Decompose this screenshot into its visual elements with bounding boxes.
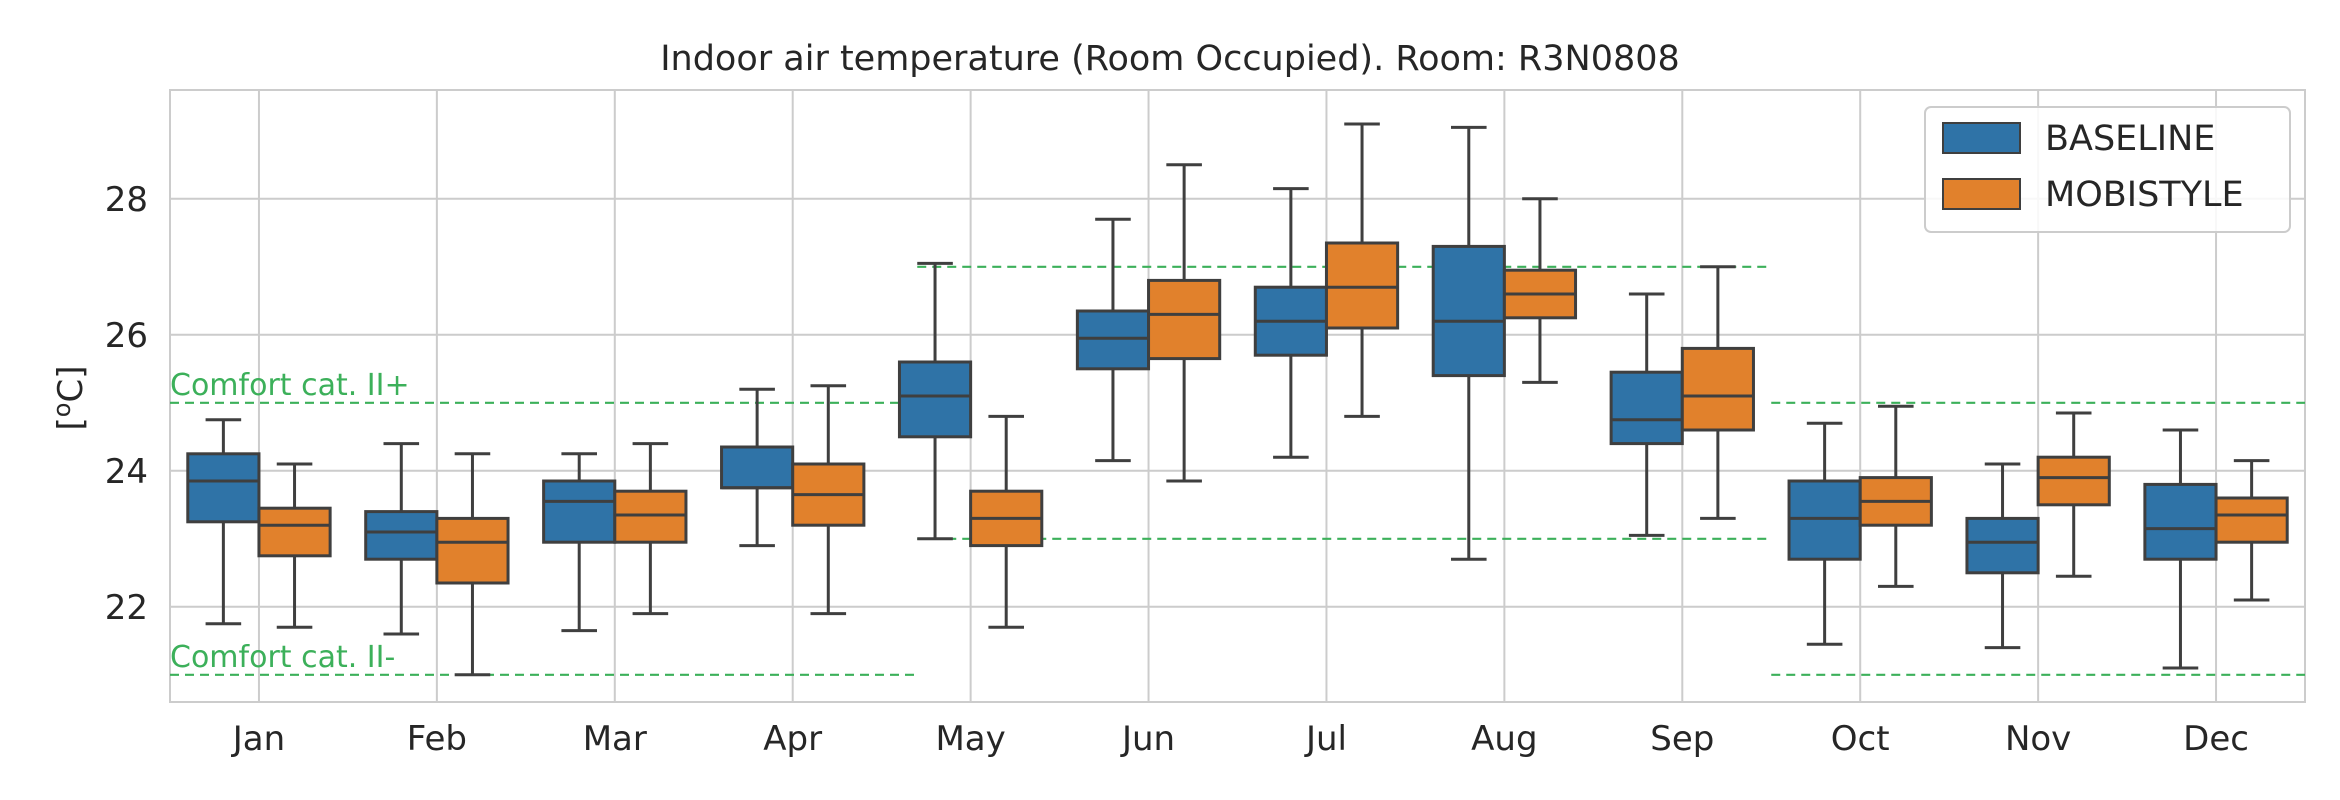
box-baseline-apr (720, 387, 795, 548)
box-iqr (435, 516, 510, 585)
box-iqr (2036, 455, 2111, 507)
box-iqr (186, 452, 261, 524)
comfort-upper-label: Comfort cat. II+ (170, 368, 410, 403)
box-mobistyle-sep (1680, 265, 1755, 520)
box-iqr (1075, 309, 1151, 371)
box-mobistyle-apr (791, 384, 866, 616)
y-tick-label: 28 (105, 180, 148, 220)
box-mobistyle-aug (1502, 197, 1578, 384)
x-tick-label: Oct (1831, 719, 1890, 759)
legend-label-baseline: BASELINE (2045, 119, 2215, 159)
box-iqr (2214, 496, 2289, 544)
x-tick-label: Jun (1120, 719, 1175, 759)
box-iqr (257, 506, 332, 558)
box-baseline-jul (1253, 187, 1328, 459)
box-baseline-mar (542, 452, 617, 633)
box-iqr (897, 360, 973, 439)
box-mobistyle-may (969, 414, 1044, 629)
comfort-lower-label: Comfort cat. II- (170, 640, 395, 675)
x-tick-label: Aug (1471, 719, 1537, 759)
legend-swatch-baseline (1942, 122, 2021, 154)
legend: BASELINE MOBISTYLE (1924, 106, 2291, 233)
comfort-lines: Comfort cat. II+ Comfort cat. II- (170, 265, 2305, 676)
box-mobistyle-jun (1147, 163, 1222, 483)
x-tick-label: Jan (231, 719, 285, 759)
chart-title: Indoor air temperature (Room Occupied). … (660, 39, 1680, 79)
box-iqr (364, 510, 439, 561)
box-iqr (1965, 516, 2040, 575)
y-tick-label: 22 (105, 588, 148, 628)
box-baseline-aug (1431, 125, 1506, 561)
axes: 22 24 26 28 Jan Feb Mar Apr May Jun Jul Aug Sep Oct No… (105, 180, 2249, 759)
box-baseline-jan (186, 418, 261, 626)
box-mobistyle-oct (1858, 404, 1933, 588)
x-tick-label: May (935, 719, 1005, 759)
box-iqr (1787, 479, 1862, 561)
box-iqr (2143, 482, 2218, 561)
x-tick-label: Mar (583, 719, 647, 759)
x-tick-label: Dec (2183, 719, 2249, 759)
box-baseline-dec (2143, 428, 2218, 670)
x-tick-label: Nov (2005, 719, 2071, 759)
y-tick-label: 24 (105, 452, 148, 492)
legend-label-mobistyle: MOBISTYLE (2045, 175, 2244, 215)
box-series (186, 122, 2289, 677)
box-baseline-may (897, 261, 973, 541)
legend-swatch-mobistyle (1942, 178, 2021, 210)
box-iqr (1431, 244, 1506, 378)
y-axis-label: [oC] (48, 366, 91, 431)
box-mobistyle-mar (613, 442, 688, 616)
box-baseline-nov (1965, 462, 2040, 650)
box-mobistyle-nov (2036, 411, 2111, 578)
x-tick-label: Sep (1650, 719, 1714, 759)
box-mobistyle-feb (435, 452, 510, 677)
y-tick-label: 26 (105, 316, 148, 356)
box-iqr (720, 445, 795, 490)
box-mobistyle-dec (2214, 459, 2289, 602)
box-baseline-feb (364, 442, 439, 636)
box-iqr (613, 489, 688, 544)
box-iqr (1324, 241, 1400, 330)
box-iqr (1147, 278, 1222, 361)
box-iqr (542, 479, 617, 544)
x-tick-label: Jul (1304, 719, 1347, 759)
box-mobistyle-jul (1324, 122, 1400, 418)
x-tick-label: Apr (763, 719, 822, 759)
box-iqr (1680, 346, 1755, 432)
box-baseline-jun (1075, 217, 1151, 463)
box-mobistyle-jan (257, 462, 332, 629)
x-tick-label: Feb (407, 719, 467, 759)
box-iqr (1609, 370, 1684, 446)
